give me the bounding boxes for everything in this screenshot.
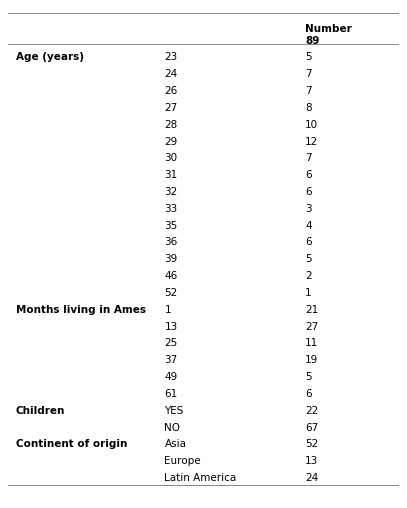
- Text: 11: 11: [305, 338, 318, 348]
- Text: 13: 13: [305, 456, 318, 466]
- Text: 19: 19: [305, 355, 318, 365]
- Text: 6: 6: [305, 187, 312, 197]
- Text: 7: 7: [305, 153, 312, 164]
- Text: 12: 12: [305, 137, 318, 146]
- Text: 27: 27: [164, 103, 178, 113]
- Text: Age (years): Age (years): [16, 52, 84, 62]
- Text: 23: 23: [164, 52, 178, 62]
- Text: 31: 31: [164, 170, 178, 180]
- Text: 8: 8: [305, 103, 312, 113]
- Text: 6: 6: [305, 389, 312, 399]
- Text: 5: 5: [305, 255, 312, 264]
- Text: 13: 13: [164, 322, 178, 332]
- Text: 27: 27: [305, 322, 318, 332]
- Text: 24: 24: [305, 473, 318, 483]
- Text: 26: 26: [164, 86, 178, 96]
- Text: 49: 49: [164, 372, 178, 382]
- Text: YES: YES: [164, 406, 184, 416]
- Text: 29: 29: [164, 137, 178, 146]
- Text: 24: 24: [164, 69, 178, 79]
- Text: Continent of origin: Continent of origin: [16, 439, 127, 450]
- Text: 5: 5: [305, 372, 312, 382]
- Text: Latin America: Latin America: [164, 473, 237, 483]
- Text: Asia: Asia: [164, 439, 186, 450]
- Text: 25: 25: [164, 338, 178, 348]
- Text: 1: 1: [164, 305, 171, 315]
- Text: Number: Number: [305, 24, 352, 34]
- Text: Europe: Europe: [164, 456, 201, 466]
- Text: 21: 21: [305, 305, 318, 315]
- Text: 36: 36: [164, 237, 178, 247]
- Text: 67: 67: [305, 423, 318, 433]
- Text: 35: 35: [164, 220, 178, 231]
- Text: 5: 5: [305, 52, 312, 62]
- Text: 2: 2: [305, 271, 312, 281]
- Text: 22: 22: [305, 406, 318, 416]
- Text: 32: 32: [164, 187, 178, 197]
- Text: 6: 6: [305, 237, 312, 247]
- Text: 46: 46: [164, 271, 178, 281]
- Text: 30: 30: [164, 153, 177, 164]
- Text: 10: 10: [305, 120, 318, 130]
- Text: NO: NO: [164, 423, 180, 433]
- Text: 52: 52: [305, 439, 318, 450]
- Text: 6: 6: [305, 170, 312, 180]
- Text: 39: 39: [164, 255, 178, 264]
- Text: 37: 37: [164, 355, 178, 365]
- Text: 52: 52: [164, 288, 178, 298]
- Text: 7: 7: [305, 86, 312, 96]
- Text: 1: 1: [305, 288, 312, 298]
- Text: Months living in Ames: Months living in Ames: [16, 305, 146, 315]
- Text: 4: 4: [305, 220, 312, 231]
- Text: 7: 7: [305, 69, 312, 79]
- Text: 61: 61: [164, 389, 178, 399]
- Text: Children: Children: [16, 406, 66, 416]
- Text: 3: 3: [305, 204, 312, 214]
- Text: 28: 28: [164, 120, 178, 130]
- Text: 33: 33: [164, 204, 178, 214]
- Text: 89: 89: [305, 37, 319, 46]
